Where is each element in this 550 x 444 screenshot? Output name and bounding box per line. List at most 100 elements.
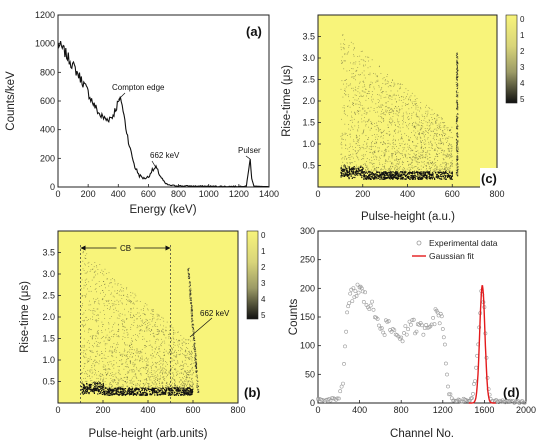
panel-c-point bbox=[413, 145, 415, 146]
panel-c-point bbox=[398, 162, 400, 164]
panel-c-point bbox=[401, 168, 403, 170]
panel-b-point bbox=[180, 347, 182, 348]
panel-c-band-point bbox=[431, 177, 433, 179]
panel-c-point bbox=[409, 96, 411, 98]
panel-b-point bbox=[143, 383, 145, 385]
panel-c-band-point bbox=[425, 174, 427, 176]
panel-b-band-point bbox=[109, 394, 111, 396]
panel-b-point bbox=[91, 338, 93, 339]
panel-b-point bbox=[125, 381, 126, 382]
panel-b-point bbox=[135, 340, 137, 341]
panel-b-point bbox=[98, 333, 99, 335]
panel-c-point bbox=[366, 146, 368, 148]
panel-b-band-point bbox=[96, 382, 98, 384]
panel-c-band-point bbox=[390, 175, 392, 177]
panel-b-point bbox=[96, 283, 98, 285]
panel-b-point bbox=[98, 325, 99, 327]
panel-b-point bbox=[129, 300, 131, 301]
panel-c-point bbox=[388, 126, 389, 128]
panel-c-point bbox=[411, 132, 412, 133]
panel-c-point bbox=[408, 165, 409, 166]
panel-b-band-point bbox=[119, 388, 121, 390]
panel-c-point bbox=[430, 114, 432, 115]
panel-c-point bbox=[429, 125, 431, 127]
panel-b-point bbox=[111, 385, 112, 387]
panel-c-point bbox=[436, 169, 437, 171]
panel-b-point bbox=[152, 310, 153, 312]
panel-c-point bbox=[354, 113, 356, 115]
panel-c-band-point bbox=[390, 174, 392, 176]
panel-b-band-point bbox=[83, 386, 85, 388]
panel-c-band-point bbox=[348, 178, 350, 180]
panel-b-point bbox=[169, 332, 170, 334]
panel-c-point bbox=[389, 160, 391, 162]
panel-c-point bbox=[386, 80, 388, 82]
panel-b-point bbox=[168, 334, 170, 335]
panel-c-point bbox=[445, 170, 447, 171]
panel-c-point bbox=[421, 156, 423, 158]
panel-c-point bbox=[451, 155, 453, 157]
panel-c-line-point bbox=[456, 107, 458, 109]
panel-c-point bbox=[342, 171, 344, 173]
panel-c-point bbox=[375, 75, 377, 77]
panel-b-point bbox=[132, 362, 134, 363]
panel-b-point bbox=[106, 334, 108, 336]
panel-b-point bbox=[171, 338, 172, 340]
panel-b-point bbox=[126, 385, 128, 387]
panel-c-point bbox=[383, 114, 385, 115]
panel-c-point bbox=[352, 68, 354, 70]
panel-c-point bbox=[378, 128, 379, 129]
panel-b-point bbox=[102, 379, 104, 381]
panel-b-point bbox=[114, 322, 116, 324]
panel-b-band-point bbox=[180, 388, 182, 390]
panel-b-point bbox=[121, 354, 123, 356]
panel-b-point bbox=[108, 285, 110, 287]
panel-b-point bbox=[135, 338, 136, 340]
panel-b-point bbox=[124, 343, 125, 345]
panel-c-point bbox=[440, 164, 442, 165]
panel-b-point bbox=[136, 366, 137, 368]
panel-c-point bbox=[398, 139, 399, 141]
panel-b-point bbox=[157, 375, 159, 377]
panel-b-band-point bbox=[104, 393, 106, 395]
panel-b-point bbox=[191, 363, 193, 364]
panel-c-point bbox=[417, 159, 419, 160]
panel-c-point bbox=[356, 166, 358, 168]
panel-c-point bbox=[372, 152, 374, 154]
panel-b-point bbox=[116, 387, 118, 388]
panel-c-point bbox=[371, 156, 372, 158]
panel-b-point bbox=[148, 345, 150, 346]
panel-c-point bbox=[430, 140, 432, 142]
panel-b-band-point bbox=[95, 389, 97, 392]
panel-b-point bbox=[170, 350, 171, 352]
panel-b-point bbox=[182, 345, 184, 346]
panel-c-point bbox=[431, 117, 433, 118]
panel-c-point bbox=[415, 126, 417, 128]
panel-b-band-point bbox=[146, 392, 148, 394]
panel-c-point bbox=[435, 122, 437, 124]
panel-b-point bbox=[176, 353, 178, 355]
panel-b-point bbox=[172, 365, 174, 366]
panel-c-point bbox=[355, 137, 357, 139]
panel-b-point bbox=[146, 346, 147, 347]
panel-b-point bbox=[143, 379, 145, 381]
panel-b-point bbox=[142, 313, 144, 314]
panel-c-band-point bbox=[388, 176, 390, 178]
panel-c-band-point bbox=[418, 178, 420, 180]
panel-c-line-point bbox=[455, 91, 457, 92]
panel-c-point bbox=[415, 145, 417, 147]
panel-c-point bbox=[391, 103, 393, 105]
panel-c-point bbox=[420, 165, 422, 167]
panel-c-point bbox=[399, 88, 400, 90]
panel-c-point bbox=[379, 147, 380, 149]
panel-c-point bbox=[358, 101, 360, 102]
panel-c-band-point bbox=[412, 171, 414, 173]
panel-c-point bbox=[411, 161, 412, 163]
panel-b-point bbox=[177, 373, 179, 375]
panel-b-point bbox=[177, 341, 179, 343]
panel-b-point bbox=[103, 379, 104, 381]
panel-c-point bbox=[352, 76, 354, 78]
panel-c-point bbox=[341, 141, 342, 143]
panel-b-point bbox=[91, 338, 93, 340]
panel-c-band-point bbox=[399, 178, 402, 180]
